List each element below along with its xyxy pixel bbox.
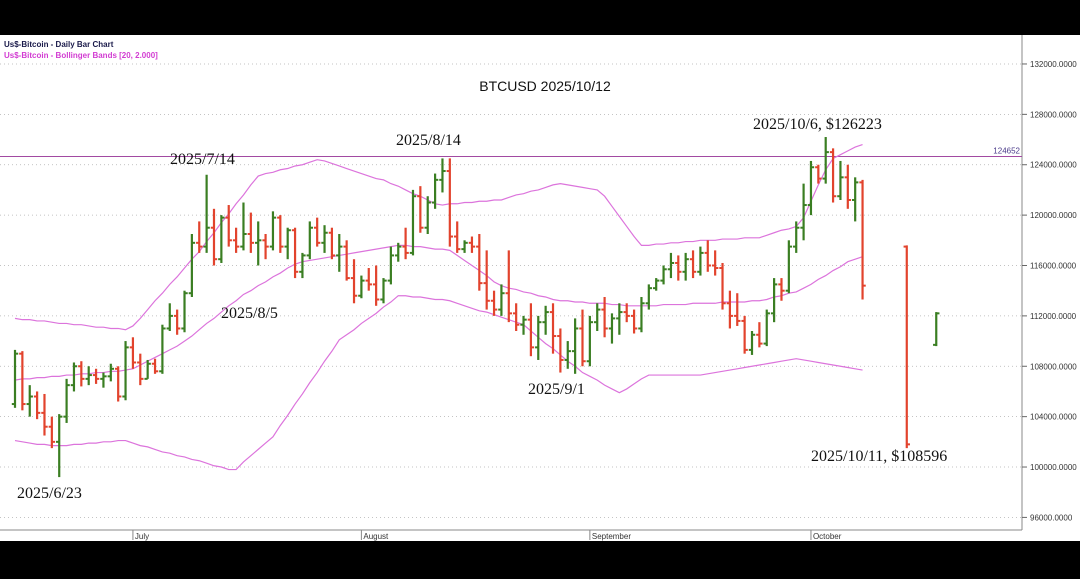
- annotation: 2025/10/6, $126223: [753, 116, 882, 133]
- reference-label: 124652: [993, 147, 1020, 156]
- annotation: 2025/10/11, $108596: [811, 448, 947, 465]
- legend-entry: Us$-Bitcoin - Bollinger Bands [20, 2.000…: [4, 51, 158, 60]
- x-tick-label: August: [363, 532, 389, 541]
- plot-background: [0, 35, 1080, 541]
- x-tick-label: September: [592, 532, 631, 541]
- annotation: 2025/8/14: [396, 132, 461, 149]
- y-tick-label: 100000.0000: [1030, 463, 1077, 472]
- band-middle: [14, 244, 863, 381]
- y-tick-label: 96000.0000: [1030, 513, 1073, 522]
- annotation: 2025/8/5: [221, 305, 278, 322]
- y-tick-label: 128000.0000: [1030, 110, 1077, 119]
- y-tick-label: 112000.0000: [1030, 312, 1077, 321]
- y-tick-label: 108000.0000: [1030, 362, 1077, 371]
- plot-layer: 96000.0000 100000.0000 104000.0000 108000.0…: [0, 60, 1077, 541]
- legend-entry: Us$-Bitcoin - Daily Bar Chart: [4, 40, 114, 49]
- y-tick-label: 124000.0000: [1030, 161, 1077, 170]
- x-tick-label: July: [135, 532, 149, 541]
- y-tick-label: 120000.0000: [1030, 211, 1077, 220]
- chart-title: BTCUSD 2025/10/12: [479, 78, 611, 94]
- annotation: 2025/7/14: [170, 151, 235, 168]
- y-tick-label: 116000.0000: [1030, 261, 1077, 270]
- band-upper: [14, 144, 863, 331]
- annotation: 2025/6/23: [17, 485, 82, 502]
- annotation: 2025/9/1: [528, 381, 585, 398]
- y-tick-label: 104000.0000: [1030, 413, 1077, 422]
- y-tick-label: 132000.0000: [1030, 60, 1077, 69]
- band-lower: [14, 295, 863, 471]
- x-tick-label: October: [813, 532, 842, 541]
